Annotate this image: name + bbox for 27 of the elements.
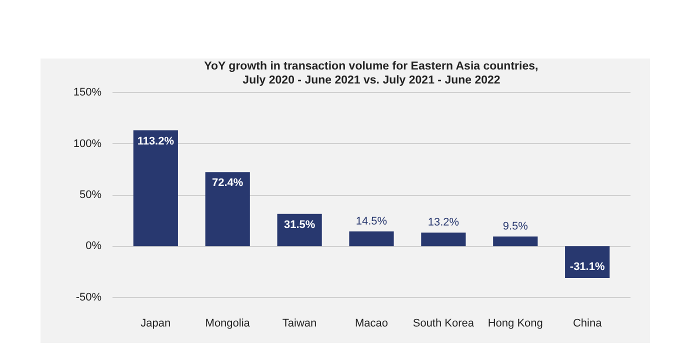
y-tick-label: 50% xyxy=(79,189,102,201)
data-label: 72.4% xyxy=(212,177,244,190)
chart-subtitle: July 2020 - June 2021 vs. July 2021 - June 2022 xyxy=(242,74,500,86)
x-tick-label: Hong Kong xyxy=(488,318,543,330)
y-tick-label: 150% xyxy=(73,86,102,99)
bar xyxy=(133,130,178,246)
data-label: 13.2% xyxy=(428,216,460,229)
bar xyxy=(493,236,538,246)
y-tick-label: 0% xyxy=(86,240,102,252)
chart-title: YoY growth in transaction volume for Eastern Asia countries, xyxy=(204,60,538,72)
bar xyxy=(565,246,610,278)
x-tick-label: Japan xyxy=(140,318,171,330)
bar xyxy=(421,232,466,246)
y-tick-label: -50% xyxy=(76,291,102,304)
x-tick-label: Macao xyxy=(354,318,388,330)
x-tick-label: Mongolia xyxy=(205,318,251,330)
data-label: 113.2% xyxy=(137,135,174,148)
bar xyxy=(349,231,394,246)
data-label: 14.5% xyxy=(356,215,388,228)
x-tick-label: Taiwan xyxy=(282,318,317,330)
bar xyxy=(205,172,250,246)
data-label: 31.5% xyxy=(284,218,316,231)
x-tick-label: China xyxy=(572,318,603,330)
data-label: -31.1% xyxy=(570,261,605,274)
x-tick-label: South Korea xyxy=(412,318,475,330)
y-tick-label: 100% xyxy=(73,138,102,150)
data-label: 9.5% xyxy=(502,220,528,232)
